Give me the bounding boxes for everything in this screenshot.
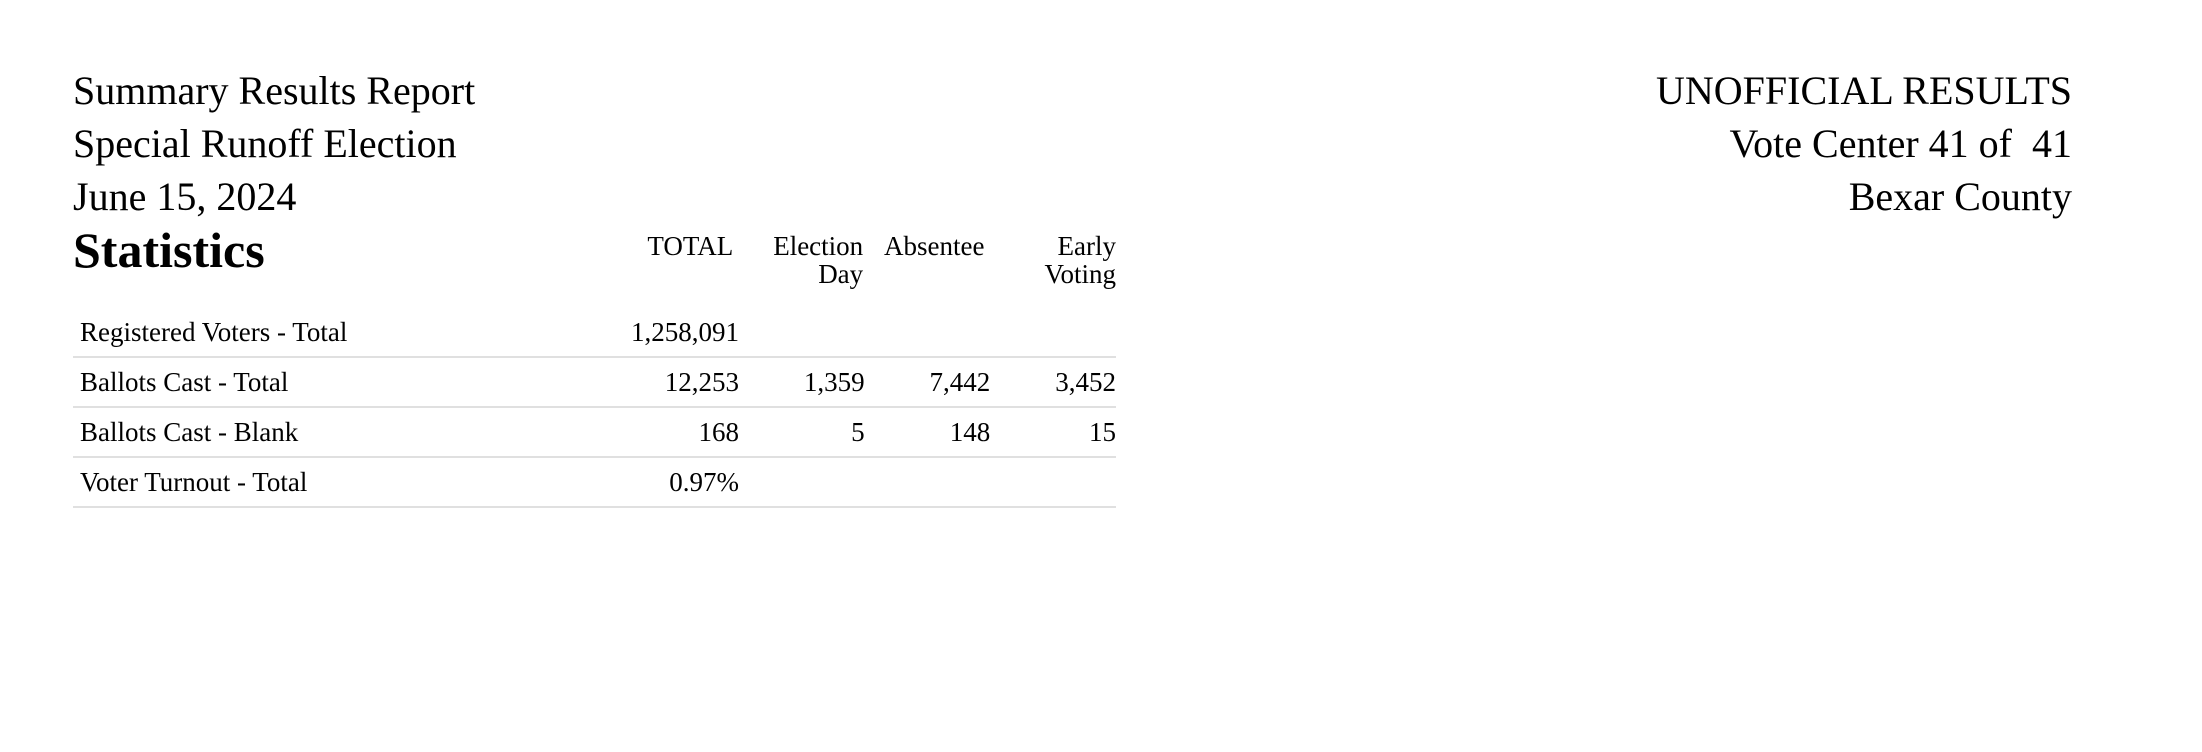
cell-total: 0.97% [604, 457, 739, 508]
cell-absentee [864, 308, 991, 358]
cell-early-voting [990, 308, 1116, 358]
cell-absentee: 7,442 [864, 357, 991, 408]
report-header-right: UNOFFICIAL RESULTS Vote Center 41 of 41 … [1656, 64, 2072, 223]
cell-total: 168 [604, 407, 739, 458]
statistics-header: Statistics TOTAL Election Day Absentee E… [73, 222, 1116, 300]
cell-early-voting [990, 457, 1116, 508]
cell-election-day [738, 457, 865, 508]
report-header-left: Summary Results Report Special Runoff El… [73, 64, 475, 223]
results-status: UNOFFICIAL RESULTS [1656, 68, 2072, 113]
row-label: Ballots Cast - Total [73, 357, 605, 408]
election-date: June 15, 2024 [73, 174, 297, 219]
row-label: Ballots Cast - Blank [73, 407, 605, 458]
cell-absentee [864, 457, 991, 508]
cell-early-voting: 15 [990, 407, 1116, 458]
row-label: Registered Voters - Total [73, 308, 605, 358]
cell-election-day: 1,359 [738, 357, 865, 408]
statistics-table: Registered Voters - Total 1,258,091 Ballot… [73, 308, 1116, 508]
cell-absentee: 148 [864, 407, 991, 458]
county-name: Bexar County [1848, 174, 2072, 219]
column-header-absentee: Absentee [884, 231, 985, 261]
vote-center-count: Vote Center 41 of 41 [1729, 121, 2072, 166]
column-header-early-voting: Early Voting [1044, 231, 1116, 289]
report-title: Summary Results Report [73, 68, 476, 113]
cell-election-day [738, 308, 865, 358]
table-row: Registered Voters - Total 1,258,091 [73, 308, 1116, 358]
cell-election-day: 5 [738, 407, 865, 458]
election-name: Special Runoff Election [73, 121, 457, 166]
statistics-section: Statistics TOTAL Election Day Absentee E… [73, 222, 1116, 508]
column-header-total: TOTAL [647, 231, 734, 261]
table-row: Ballots Cast - Total 12,253 1,359 7,442 3,45… [73, 357, 1116, 408]
column-header-election-day: Election Day [773, 231, 864, 289]
table-row: Voter Turnout - Total 0.97% [73, 457, 1116, 508]
cell-early-voting: 3,452 [990, 357, 1116, 408]
cell-total: 12,253 [604, 357, 739, 408]
table-row: Ballots Cast - Blank 168 5 148 15 [73, 407, 1116, 458]
section-title: Statistics [73, 222, 265, 278]
row-label: Voter Turnout - Total [73, 457, 605, 508]
cell-total: 1,258,091 [604, 308, 739, 358]
